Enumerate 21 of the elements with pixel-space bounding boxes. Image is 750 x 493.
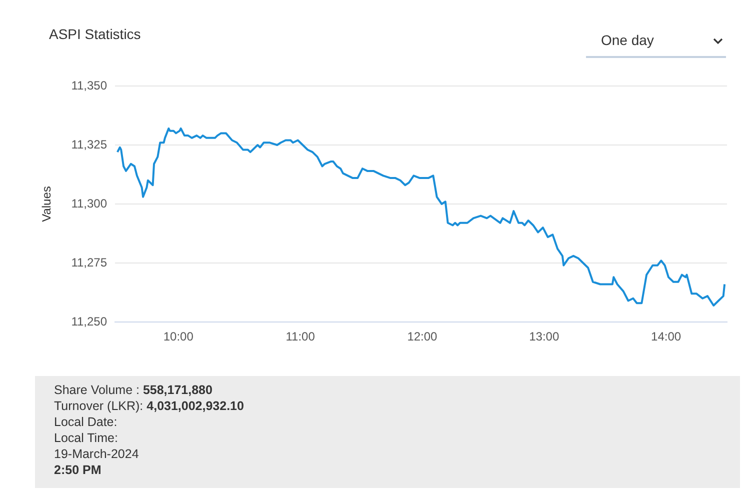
text: 19-March-2024 [54, 446, 140, 462]
x-tick-label: 11:00 [286, 330, 316, 344]
y-axis-title: Values [40, 186, 54, 222]
text: One day [601, 32, 654, 48]
y-tick-label: 11,275 [71, 255, 108, 270]
y-tick-label: 11,300 [71, 196, 108, 210]
text: 2:50 PM [54, 463, 102, 477]
x-tick-label: 12:00 [407, 330, 438, 344]
text: Share Volume : [54, 383, 140, 397]
y-tick-label: 11,350 [71, 78, 108, 92]
text: 4,031,002,932.10 [146, 399, 244, 413]
text: Turnover (LKR): [54, 399, 144, 413]
x-tick-label: 10:00 [163, 330, 194, 344]
chart-title: ASPI Statistics [49, 26, 141, 42]
text: Local Time: [54, 430, 119, 446]
text: Local Date: [54, 414, 118, 430]
text: 558,171,880 [142, 383, 212, 397]
y-tick-label: 11,250 [71, 314, 108, 328]
x-tick-label: 13:00 [529, 330, 560, 344]
x-tick-label: 14:00 [651, 330, 682, 344]
y-tick-label: 11,325 [71, 137, 108, 152]
